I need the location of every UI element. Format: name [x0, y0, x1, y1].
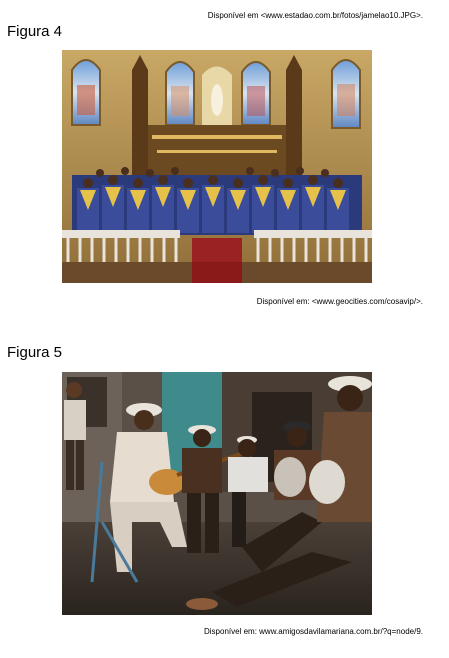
figure-4-label: Figura 4	[7, 23, 63, 40]
figure-5-photo-musicians-street	[62, 372, 372, 615]
standing-man	[64, 382, 86, 490]
guitarist	[90, 403, 248, 583]
top-source-citation: Disponível em <www.estadao.com.br/fotos/…	[207, 11, 423, 20]
seated-man-white-shirt	[228, 436, 268, 547]
guitar	[149, 469, 185, 495]
tambourine-player	[186, 376, 372, 610]
folding-chair	[90, 461, 104, 583]
figure-5-source-citation: Disponível em: www.amigosdavilamariana.c…	[204, 627, 423, 636]
altar-railing	[62, 230, 372, 283]
cavaquinho-player	[182, 425, 222, 553]
stained-glass-windows	[71, 59, 361, 129]
figure-5-label: Figura 5	[7, 344, 63, 361]
choir-group	[72, 167, 362, 235]
figure-4-source-citation: Disponível em: <www.geocities.com/cosavi…	[256, 297, 423, 306]
pandeiro-drum	[274, 457, 306, 497]
figure-4-photo-choir-in-church	[62, 50, 372, 283]
altar	[132, 55, 302, 175]
